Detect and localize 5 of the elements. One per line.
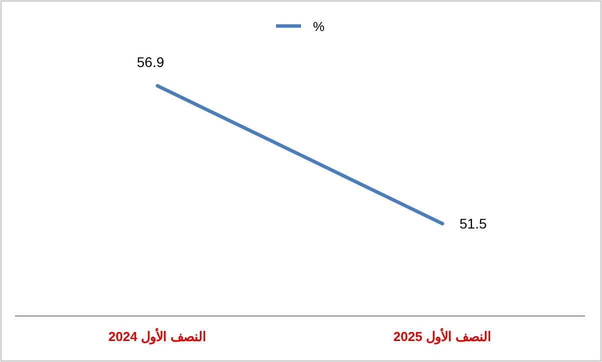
x-tick-label: النصف الأول 2024 (108, 328, 207, 345)
data-label: 56.9 (136, 54, 164, 70)
data-label: 51.5 (460, 216, 487, 232)
x-tick-label: النصف الأول 2025 (393, 328, 492, 345)
legend-label: % (313, 19, 325, 34)
